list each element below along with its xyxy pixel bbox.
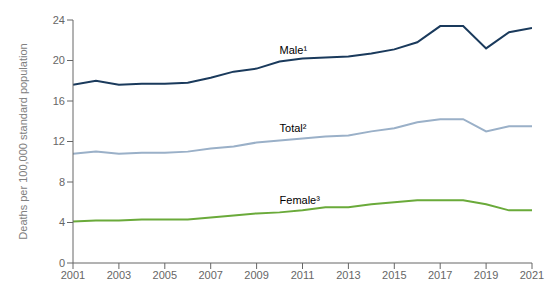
- svg-text:2001: 2001: [61, 269, 85, 281]
- svg-text:Deaths per 100,000 standard po: Deaths per 100,000 standard population: [17, 43, 29, 239]
- svg-text:Male¹: Male¹: [280, 44, 308, 56]
- svg-text:12: 12: [53, 135, 65, 147]
- svg-text:2017: 2017: [428, 269, 452, 281]
- svg-text:24: 24: [53, 14, 65, 26]
- svg-text:Female³: Female³: [280, 194, 321, 206]
- svg-text:2015: 2015: [382, 269, 406, 281]
- svg-text:2013: 2013: [336, 269, 360, 281]
- svg-text:0: 0: [59, 257, 65, 269]
- svg-text:2011: 2011: [291, 269, 315, 281]
- svg-text:2007: 2007: [198, 269, 222, 281]
- svg-text:4: 4: [59, 216, 65, 228]
- svg-text:2009: 2009: [244, 269, 268, 281]
- svg-text:Total²: Total²: [280, 122, 307, 134]
- svg-text:2019: 2019: [474, 269, 498, 281]
- svg-text:16: 16: [53, 95, 65, 107]
- svg-text:2003: 2003: [107, 269, 131, 281]
- svg-text:2021: 2021: [520, 269, 544, 281]
- svg-text:8: 8: [59, 176, 65, 188]
- svg-text:20: 20: [53, 54, 65, 66]
- svg-text:2005: 2005: [153, 269, 177, 281]
